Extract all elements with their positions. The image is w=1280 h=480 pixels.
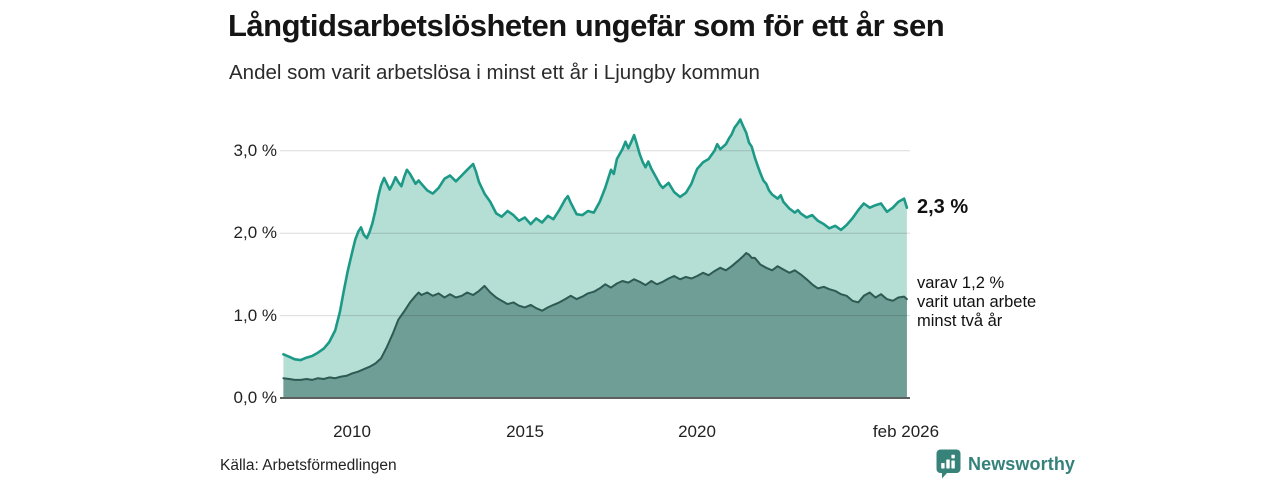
page-title: Långtidsarbetslösheten ungefär som för e… <box>228 8 945 43</box>
x-tick-label-feb-2026: feb 2026 <box>872 422 940 441</box>
y-tick-label-1: 1,0 % <box>233 306 277 325</box>
logo-exclamation-dot <box>951 454 955 459</box>
series-two-year-line <box>282 252 908 381</box>
gridlines <box>280 150 910 317</box>
y-tick-label-2: 2,0 % <box>233 223 277 242</box>
end-note-label: varav 1,2 % varit utan arbete minst två … <box>917 274 1037 330</box>
end-value-label: 2,3 % <box>917 196 969 218</box>
x-tick-label-2010: 2010 <box>333 422 371 441</box>
y-tick-label-3: 3,0 % <box>233 141 277 160</box>
series-total-line <box>282 118 909 362</box>
chart-subtitle: Andel som varit arbetslösa i minst ett å… <box>229 61 760 84</box>
x-tick-label-2015: 2015 <box>506 422 544 441</box>
logo-bar-1 <box>941 463 945 469</box>
logo-bar-3 <box>951 460 955 469</box>
newsworthy-logo-text: Newsworthy <box>968 453 1076 474</box>
newsworthy-logo-icon <box>936 449 961 479</box>
y-tick-label-0: 0,0 % <box>233 388 277 407</box>
series-two-year-area <box>283 253 907 398</box>
logo-bar-2 <box>946 459 950 469</box>
x-tick-label-2020: 2020 <box>678 422 716 441</box>
newsworthy-logo: Newsworthy <box>936 449 1075 479</box>
source-label: Källa: Arbetsförmedlingen <box>220 457 397 474</box>
